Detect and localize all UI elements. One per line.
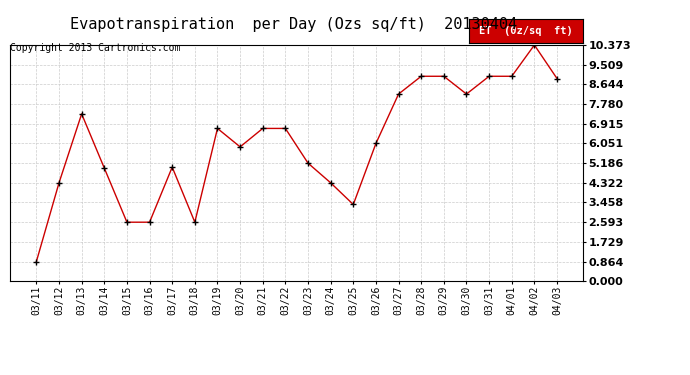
- Text: Copyright 2013 Cartronics.com: Copyright 2013 Cartronics.com: [10, 43, 181, 53]
- Text: Evapotranspiration  per Day (Ozs sq/ft)  20130404: Evapotranspiration per Day (Ozs sq/ft) 2…: [70, 17, 517, 32]
